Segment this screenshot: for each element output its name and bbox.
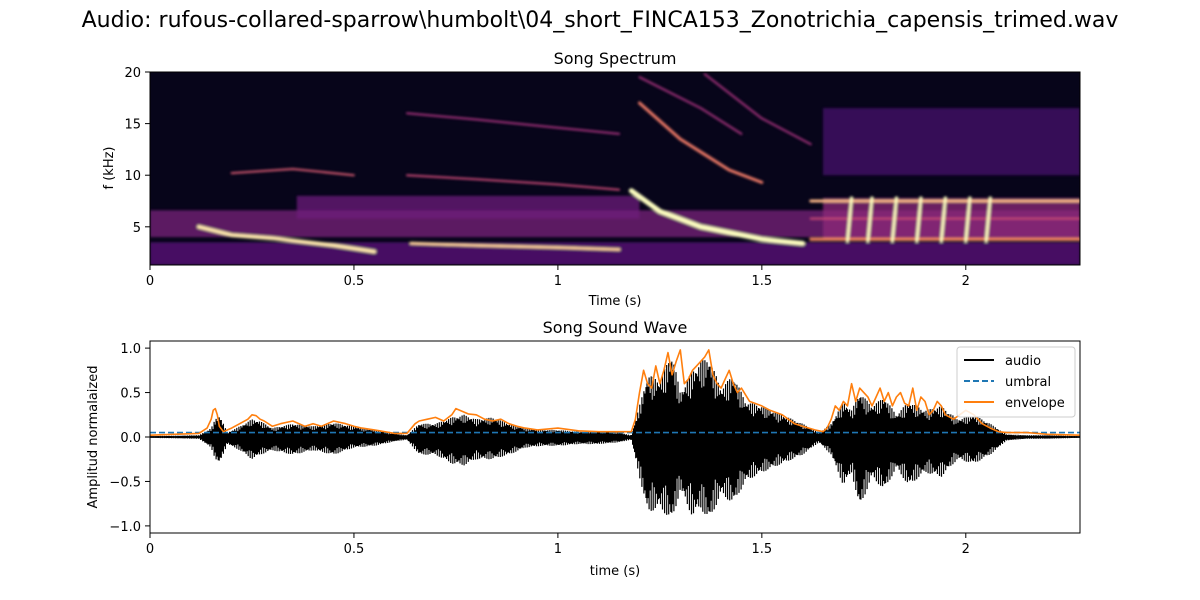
waveform-xlabel: time (s) [590,564,640,579]
spectrogram-trace-7 [638,76,743,135]
figure-suptitle: Audio: rufous-collared-sparrow\humbolt\0… [81,8,1119,33]
spectrogram-syllable-6 [984,196,992,243]
spectrogram-energy [150,73,1080,265]
waveform-ytick-label: −0.5 [109,475,141,490]
legend: audio umbral envelope [956,346,1076,418]
spectrogram-band-2 [296,195,640,219]
spectrogram-title: Song Spectrum [554,49,677,68]
spectrogram-xlabel: Time (s) [588,294,642,309]
waveform-xtick-label: 0.5 [344,542,365,557]
envelope-line [150,349,1080,436]
spectrogram-frame [149,71,1081,266]
spectrogram-syllable-2 [890,196,898,243]
legend-box [956,346,1076,418]
waveform-xtick-label: 0 [146,542,154,557]
waveform-ytick-label: −1.0 [109,520,141,535]
waveform-xtick-label: 1 [554,542,562,557]
waveform-xtick-label: 2 [962,542,970,557]
spectrogram-xtick-label: 0 [146,274,154,289]
waveform-xtick-label: 1.5 [751,542,772,557]
spectrogram-xtick-label: 2 [962,274,970,289]
spectrogram-trace-0 [196,224,377,254]
spectrogram-ylabel: f (kHz) [102,147,117,190]
legend-audio-label: audio [1005,354,1041,369]
spectrogram-syllable-0 [846,196,854,243]
spectrogram-syllable-4 [939,196,947,243]
waveform-title: Song Sound Wave [543,318,688,337]
waveform-ylabel: Amplitud normalaized [86,366,101,509]
spectrogram-ytick-label: 20 [124,66,141,81]
spectrogram-trace-4 [406,112,621,135]
spectrogram-band-1 [150,242,1080,265]
audio-series [150,360,1080,515]
spectrogram-xtick-label: 1 [554,274,562,289]
spectrogram-trace-6 [638,101,764,184]
legend-umbral-label: umbral [1005,375,1051,390]
spectrogram-band-4 [823,108,1080,176]
spectrogram-xtick-label: 1.5 [751,274,772,289]
waveform-ytick-label: 0.5 [120,387,141,402]
spectrogram-ytick-label: 10 [124,169,141,184]
spectrogram-syllable-1 [866,196,874,243]
spectrogram-trace-3 [406,174,621,191]
spectrogram-xtick-label: 0.5 [344,274,365,289]
spectrogram-syllable-5 [964,196,972,243]
spectrogram-trace-1 [230,168,355,177]
spectrogram-trace-8 [703,73,812,146]
spectrogram-trace-2 [409,241,621,251]
legend-envelope-label: envelope [1005,396,1065,411]
waveform-ytick-label: 1.0 [120,342,141,357]
spectrogram-ytick-label: 5 [133,221,141,236]
spectrogram-ytick-label: 15 [124,118,141,133]
spectrogram-trace-5 [628,188,806,246]
waveform-ytick-label: 0.0 [120,431,141,446]
spectrogram-syllable-3 [915,196,923,243]
